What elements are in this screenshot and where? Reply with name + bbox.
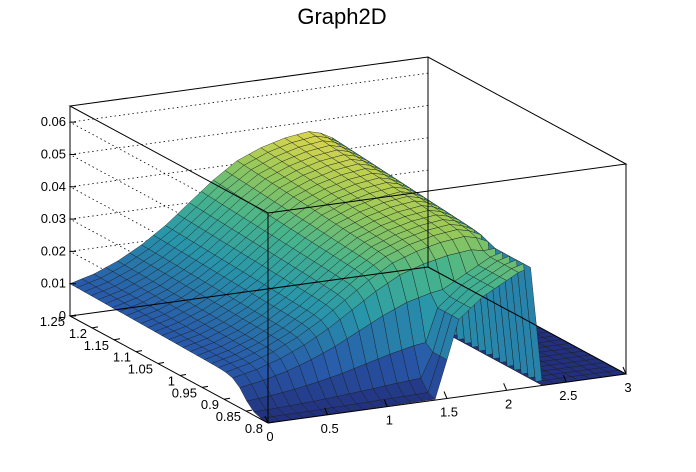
x-tick-label: 3 [624, 380, 631, 395]
y-tick-label: 1.2 [69, 326, 87, 341]
y-tick-label: 0.8 [245, 421, 263, 436]
y-tick-mark [179, 373, 187, 376]
z-tick-label: 0.01 [41, 276, 66, 291]
x-tick-mark [503, 383, 508, 391]
y-tick-label: 0.9 [201, 397, 219, 412]
x-tick-label: 0.5 [321, 421, 339, 436]
y-axis: 0.8 0.850.9 0.951 1.051.1 1.151.2 1.25 [40, 314, 275, 436]
x-tick-mark [264, 415, 269, 424]
x-tick-label: 1.5 [440, 405, 458, 420]
z-tick-label: 0 [59, 308, 66, 323]
chart-title: Graph2D [297, 4, 386, 29]
x-tick-label: 2.5 [559, 388, 577, 403]
y-tick-mark [267, 421, 275, 424]
y-tick-label: 0.95 [172, 385, 197, 400]
frame-top [68, 56, 628, 214]
x-tick-label: 0 [266, 429, 273, 444]
y-tick-mark [113, 338, 121, 341]
z-tick-label: 0.06 [41, 114, 66, 129]
x-tick-mark [383, 399, 388, 407]
y-tick-mark [201, 385, 209, 388]
z-tick-label: 0.02 [41, 243, 66, 258]
y-tick-mark [135, 350, 143, 353]
y-tick-label: 1.1 [113, 350, 131, 365]
x-tick-mark [622, 366, 627, 375]
x-axis: 0 0.5 1 1.5 2 2.5 3 [264, 366, 632, 444]
y-tick-mark [245, 409, 253, 412]
x-tick-mark [562, 374, 567, 383]
x-tick-label: 2 [505, 396, 512, 411]
y-tick-label: 1.15 [84, 338, 109, 353]
y-tick-label: 1 [168, 373, 175, 388]
z-tick-label: 0.05 [41, 146, 66, 161]
y-tick-mark [91, 326, 99, 329]
x-tick-label: 1 [386, 413, 393, 428]
z-axis: 0 0.01 0.02 0.03 0.04 0.05 0.06 [41, 114, 76, 323]
y-tick-label: 1.05 [128, 362, 153, 377]
z-tick-label: 0.04 [41, 179, 66, 194]
y-tick-label: 0.85 [216, 409, 241, 424]
surface-mesh [69, 131, 627, 424]
y-tick-mark [223, 397, 231, 400]
y-tick-label: 1.25 [40, 314, 65, 329]
y-tick-mark [157, 362, 165, 365]
x-tick-mark [324, 407, 329, 416]
x-tick-mark [443, 391, 448, 399]
y-tick-mark [69, 314, 77, 317]
z-tick-label: 0.03 [41, 211, 66, 226]
